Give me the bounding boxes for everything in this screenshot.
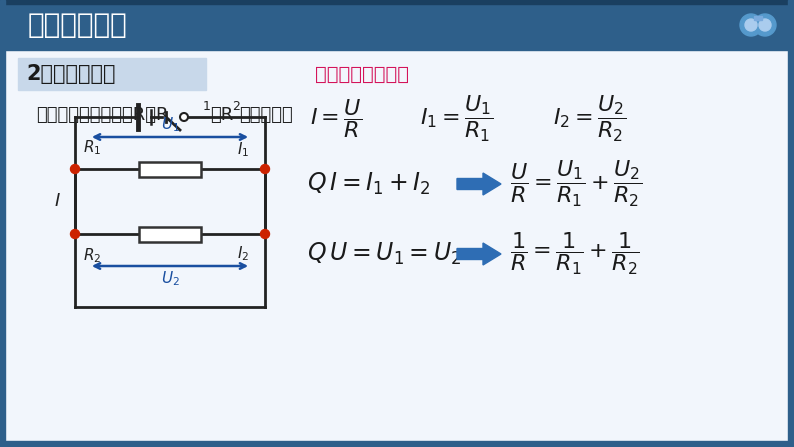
Text: 由欧姆定律可知：: 由欧姆定律可知： [315,64,409,84]
Bar [0,0,794,50]
Text: 、R: 、R [210,106,233,124]
Text: $R_1$: $R_1$ [83,138,102,157]
Bar [744,23,772,31]
Circle shape [740,14,762,36]
Circle shape [260,229,269,239]
Bar [18,58,206,90]
Text: $I_2 = \dfrac{U_2}{R_2}$: $I_2 = \dfrac{U_2}{R_2}$ [553,94,626,144]
Text: $U_2$: $U_2$ [160,269,179,288]
Text: $I$: $I$ [54,193,61,211]
Text: $Q\,I = I_1 + I_2$: $Q\,I = I_1 + I_2$ [307,171,430,197]
Text: $U_1$: $U_1$ [160,115,179,134]
Bar [139,161,201,177]
Circle shape [71,229,79,239]
Circle shape [759,19,771,31]
Text: $I_1$: $I_1$ [237,140,249,159]
Text: $\dfrac{U}{R} = \dfrac{U_1}{R_1} + \dfrac{U_2}{R_2}$: $\dfrac{U}{R} = \dfrac{U_1}{R_1} + \dfra… [510,159,642,209]
Bar [139,227,201,241]
Bar [0,0,794,4]
Text: 1: 1 [203,100,211,113]
Circle shape [745,19,757,31]
Text: 2: 2 [232,100,240,113]
Bar [0,441,794,447]
Text: $\dfrac{1}{R} = \dfrac{1}{R_1} + \dfrac{1}{R_2}$: $\dfrac{1}{R} = \dfrac{1}{R_1} + \dfrac{… [510,231,640,277]
Circle shape [71,164,79,173]
Text: $I = \dfrac{U}{R}$: $I = \dfrac{U}{R}$ [310,97,362,140]
Text: 2、电阻的并联: 2、电阻的并联 [26,64,115,84]
Circle shape [754,14,776,36]
Bar [788,0,794,447]
Text: 电阻的串并联: 电阻的串并联 [28,11,128,39]
Circle shape [260,164,269,173]
Bar [0,0,5,447]
FancyArrow shape [457,243,501,265]
Text: $I_2$: $I_2$ [237,244,249,263]
Text: $Q\,U = U_1 = U_2$: $Q\,U = U_1 = U_2$ [307,241,461,267]
Text: 推导并联电路总电阻R与R: 推导并联电路总电阻R与R [36,106,168,124]
Text: $I_1 = \dfrac{U_1}{R_1}$: $I_1 = \dfrac{U_1}{R_1}$ [420,94,493,144]
Text: $R_2$: $R_2$ [83,246,102,265]
Bar [754,16,762,20]
Text: 之间的关系: 之间的关系 [239,106,293,124]
Circle shape [180,113,188,121]
FancyArrow shape [457,173,501,195]
